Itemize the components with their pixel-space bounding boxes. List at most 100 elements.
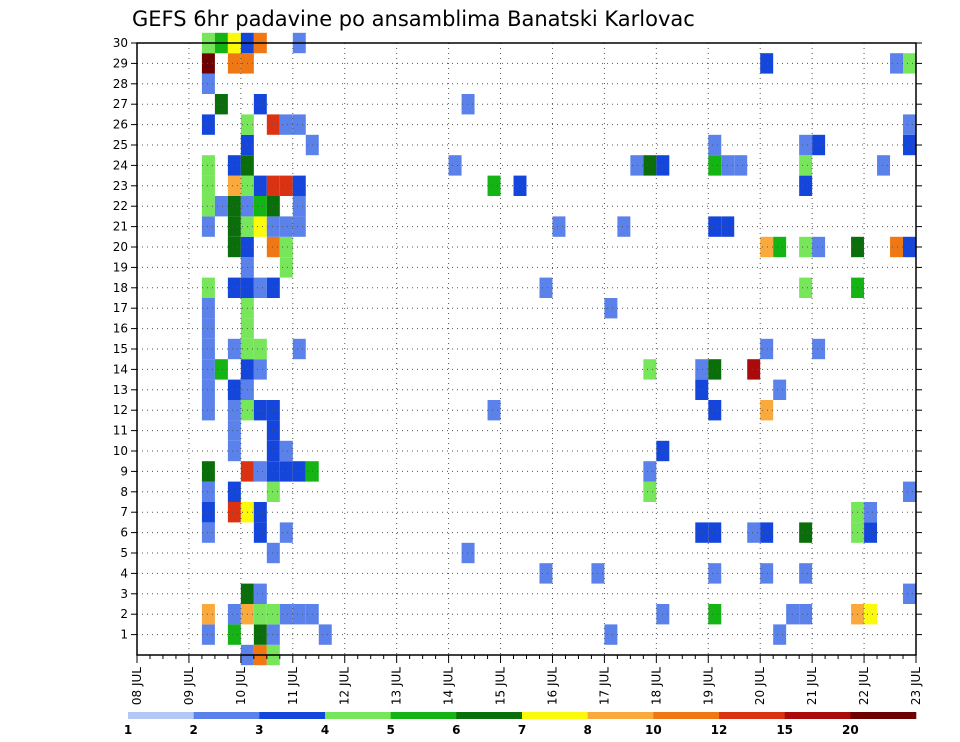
heatmap-cell bbox=[760, 563, 774, 584]
heatmap-cell bbox=[617, 216, 631, 237]
x-tick-label: 13 JUL bbox=[390, 667, 404, 705]
heatmap-cell bbox=[643, 155, 657, 176]
heatmap-cell bbox=[279, 114, 293, 135]
colorbar-swatch bbox=[259, 712, 326, 719]
heatmap-cell bbox=[214, 359, 228, 380]
colorbar-label: 20 bbox=[842, 723, 859, 737]
heatmap-cell bbox=[799, 277, 813, 298]
heatmap-cell bbox=[812, 134, 826, 156]
heatmap-cell bbox=[253, 94, 267, 115]
chart-title: GEFS 6hr padavine po ansamblima Banatski… bbox=[132, 7, 695, 31]
heatmap-cell bbox=[539, 277, 553, 298]
heatmap-cell bbox=[292, 175, 306, 196]
heatmap-cell bbox=[292, 604, 306, 625]
heatmap-cell bbox=[877, 155, 891, 176]
colorbar-swatch bbox=[193, 712, 260, 719]
heatmap-cell bbox=[799, 236, 813, 258]
heatmap-cell bbox=[864, 522, 878, 543]
heatmap-cell bbox=[201, 298, 215, 319]
heatmap-cell bbox=[279, 440, 293, 462]
heatmap-cell bbox=[279, 522, 293, 543]
heatmap-cell bbox=[266, 440, 280, 462]
heatmap-cell bbox=[266, 542, 280, 564]
plot-frame bbox=[136, 42, 917, 656]
heatmap-cell bbox=[266, 216, 280, 237]
colorbar-label: 3 bbox=[255, 723, 263, 737]
x-tick-label: 11 JUL bbox=[286, 667, 300, 705]
y-tick-label: 28 bbox=[113, 77, 128, 91]
y-tick-label: 30 bbox=[113, 36, 128, 50]
heatmap-cell bbox=[513, 175, 527, 196]
heatmap-cell bbox=[292, 114, 306, 135]
x-tick-label: 17 JUL bbox=[597, 667, 611, 705]
y-tick-label: 6 bbox=[120, 526, 128, 540]
heatmap-cell bbox=[864, 502, 878, 523]
heatmap-cell bbox=[266, 236, 280, 258]
heatmap-cell bbox=[760, 236, 774, 258]
heatmap-cell bbox=[227, 420, 241, 441]
heatmap-cell bbox=[201, 318, 215, 339]
heatmap-cell bbox=[227, 400, 241, 421]
heatmap-cell bbox=[760, 522, 774, 543]
heatmap-cell bbox=[201, 481, 215, 502]
heatmap-cell bbox=[760, 53, 774, 74]
colorbar-label: 5 bbox=[386, 723, 394, 737]
heatmap-cell bbox=[201, 379, 215, 400]
heatmap-cell bbox=[201, 338, 215, 360]
y-tick-label: 10 bbox=[113, 444, 128, 458]
heatmap-cell bbox=[747, 359, 761, 380]
heatmap-cell bbox=[903, 134, 916, 156]
y-tick-label: 5 bbox=[120, 546, 128, 560]
x-tick-label: 10 JUL bbox=[234, 667, 248, 705]
heatmap-cell bbox=[214, 196, 228, 217]
colorbar-swatch bbox=[653, 712, 720, 719]
heatmap-cell bbox=[253, 359, 267, 380]
heatmap-cell bbox=[708, 155, 722, 176]
x-tick-label: 21 JUL bbox=[805, 667, 819, 705]
heatmap-cell bbox=[747, 522, 761, 543]
heatmap-cell bbox=[461, 94, 475, 115]
heatmap-cell bbox=[266, 400, 280, 421]
heatmap-cell bbox=[773, 624, 787, 645]
y-tick-label: 12 bbox=[113, 403, 128, 417]
heatmap-cell bbox=[266, 114, 280, 135]
colorbar-swatch bbox=[456, 712, 523, 719]
x-tick-label: 08 JUL bbox=[130, 667, 144, 705]
colorbar-label: 12 bbox=[711, 723, 728, 737]
heatmap-cell bbox=[708, 604, 722, 625]
x-tick-label: 23 JUL bbox=[909, 667, 923, 705]
heatmap-cell bbox=[708, 563, 722, 584]
heatmap-cell bbox=[214, 94, 228, 115]
heatmap-cell bbox=[266, 624, 280, 645]
heatmap-cell bbox=[227, 338, 241, 360]
heatmap-cell bbox=[279, 461, 293, 482]
y-tick-label: 1 bbox=[120, 628, 128, 642]
colorbar-swatch bbox=[850, 712, 917, 719]
y-tick-label: 11 bbox=[113, 424, 128, 438]
heatmap-cell bbox=[253, 196, 267, 217]
axes: 1234567891011121314151617181920212223242… bbox=[113, 36, 923, 705]
heatmap-cell bbox=[799, 134, 813, 156]
colorbar-swatch bbox=[390, 712, 457, 719]
heatmap-cell bbox=[253, 175, 267, 196]
heatmap-cell bbox=[201, 502, 215, 523]
heatmap-cell bbox=[266, 604, 280, 625]
heatmap-cell bbox=[201, 53, 215, 74]
heatmap-cell bbox=[279, 236, 293, 258]
heatmap-cell bbox=[695, 379, 709, 400]
heatmap-cell bbox=[539, 563, 553, 584]
x-tick-label: 18 JUL bbox=[649, 667, 663, 705]
heatmap-cell bbox=[266, 420, 280, 441]
colorbar-swatch bbox=[325, 712, 391, 719]
heatmap-cell bbox=[292, 196, 306, 217]
heatmap-cell bbox=[799, 563, 813, 584]
heatmap-cell bbox=[253, 624, 267, 645]
heatmap-cell bbox=[604, 298, 618, 319]
heatmap-cell bbox=[279, 216, 293, 237]
heatmap-cell bbox=[773, 236, 787, 258]
heatmap-cell bbox=[643, 359, 657, 380]
colorbar-swatch bbox=[719, 712, 785, 719]
heatmap-cell bbox=[227, 196, 241, 217]
heatmap-cell bbox=[253, 583, 267, 604]
heatmap-cell bbox=[292, 338, 306, 360]
